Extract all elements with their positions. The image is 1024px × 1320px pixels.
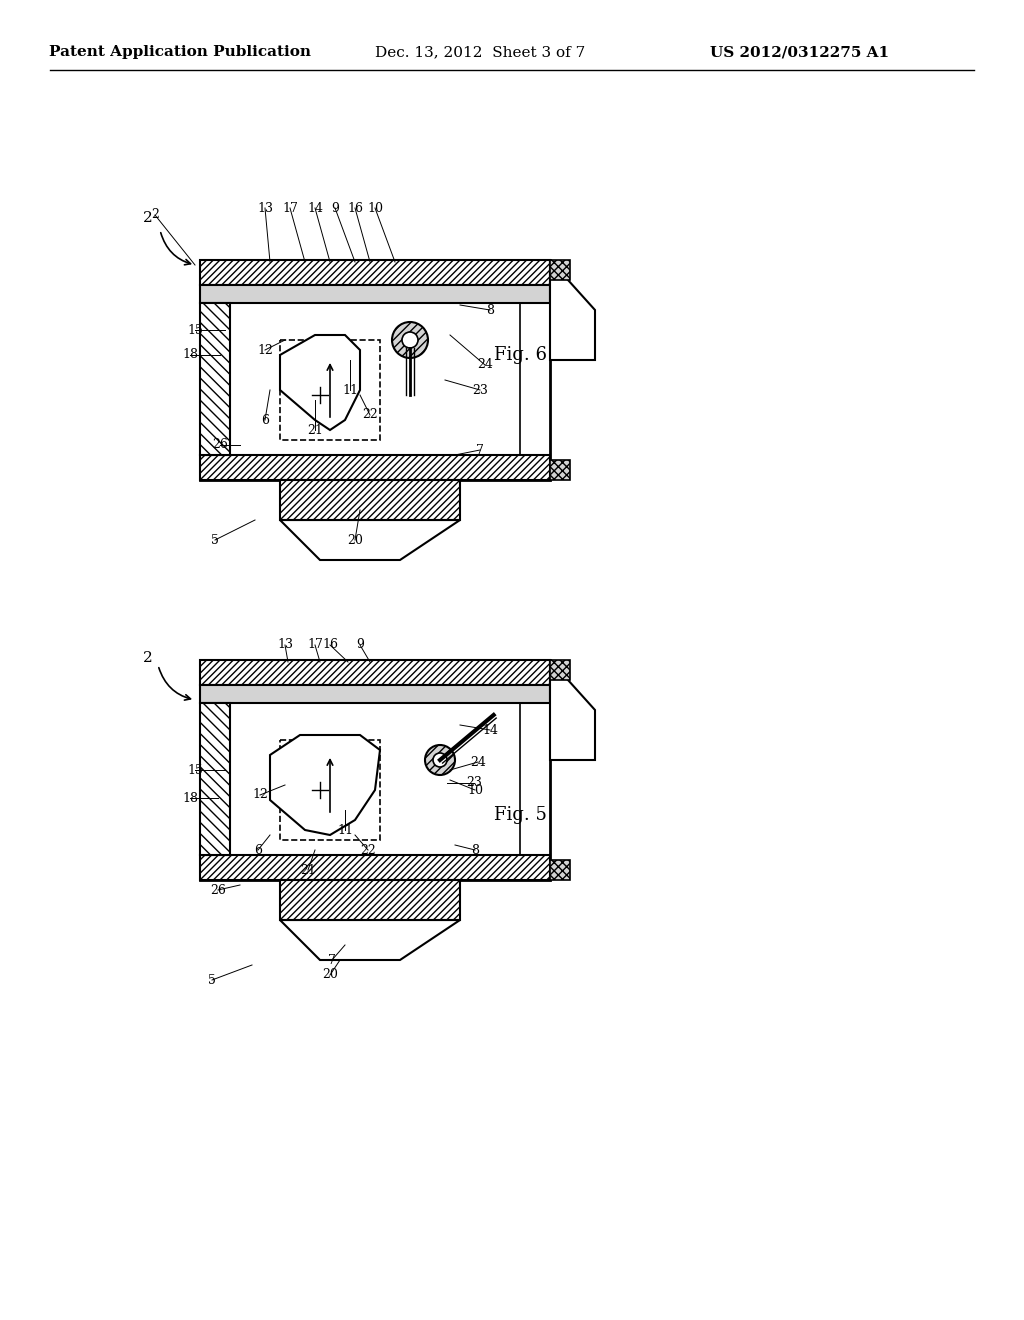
Text: 2: 2 [143,211,153,224]
Text: 23: 23 [472,384,488,396]
Bar [280,880,460,920]
Text: Patent Application Publication: Patent Application Publication [49,45,311,59]
Text: 13: 13 [278,639,293,652]
Bar [550,861,570,880]
Text: 13: 13 [257,202,273,214]
Text: 12: 12 [257,343,273,356]
Text: 26: 26 [212,438,228,451]
Bar [200,660,550,880]
Text: 7: 7 [476,444,484,457]
Text: 16: 16 [322,639,338,652]
Bar [280,341,380,440]
Text: 11: 11 [337,824,353,837]
Bar [200,260,550,285]
Text: 9: 9 [356,639,364,652]
Polygon shape [270,735,380,836]
Text: 18: 18 [182,792,198,804]
Text: 8: 8 [471,843,479,857]
Text: 18: 18 [182,348,198,362]
Text: 17: 17 [307,639,323,652]
Text: 14: 14 [307,202,323,214]
Bar [280,480,460,520]
Circle shape [402,333,418,348]
Text: 22: 22 [360,843,376,857]
Text: 20: 20 [347,533,362,546]
Text: 5: 5 [208,974,216,986]
Bar [230,304,520,455]
Bar [200,704,230,855]
Polygon shape [550,660,595,760]
Text: 10: 10 [467,784,483,796]
Bar [200,260,550,480]
Text: 20: 20 [323,969,338,982]
Text: 12: 12 [252,788,268,801]
Bar [550,660,570,680]
Text: Fig. 6: Fig. 6 [494,346,547,364]
Text: US 2012/0312275 A1: US 2012/0312275 A1 [711,45,890,59]
Circle shape [392,322,428,358]
Bar [200,304,230,455]
Text: 2: 2 [143,651,153,665]
Text: 11: 11 [342,384,358,396]
Bar [230,704,520,855]
Bar [550,260,570,280]
Bar [200,685,550,704]
Text: 5: 5 [211,533,219,546]
Text: 21: 21 [307,424,323,437]
Polygon shape [550,260,595,360]
Text: 2: 2 [152,209,159,222]
Text: 10: 10 [367,202,383,214]
Text: 17: 17 [282,202,298,214]
Text: 8: 8 [486,304,494,317]
Text: 6: 6 [254,843,262,857]
Polygon shape [280,335,360,430]
Circle shape [433,752,447,767]
Bar [200,285,550,304]
Text: 24: 24 [477,359,493,371]
Bar [550,459,570,480]
Circle shape [425,744,455,775]
Text: 7: 7 [328,953,336,966]
Text: 6: 6 [261,413,269,426]
Text: 9: 9 [331,202,339,214]
Text: 14: 14 [482,723,498,737]
Bar [200,660,550,685]
Text: 21: 21 [300,863,316,876]
Text: Fig. 5: Fig. 5 [494,807,547,824]
Bar [200,455,550,480]
Text: 15: 15 [187,763,203,776]
Text: 16: 16 [347,202,362,214]
Text: Dec. 13, 2012  Sheet 3 of 7: Dec. 13, 2012 Sheet 3 of 7 [375,45,585,59]
Text: 24: 24 [470,755,486,768]
Text: 23: 23 [466,776,482,789]
Bar [200,855,550,880]
Text: 26: 26 [210,883,226,896]
Text: 22: 22 [362,408,378,421]
Bar [280,741,380,840]
Text: 15: 15 [187,323,203,337]
